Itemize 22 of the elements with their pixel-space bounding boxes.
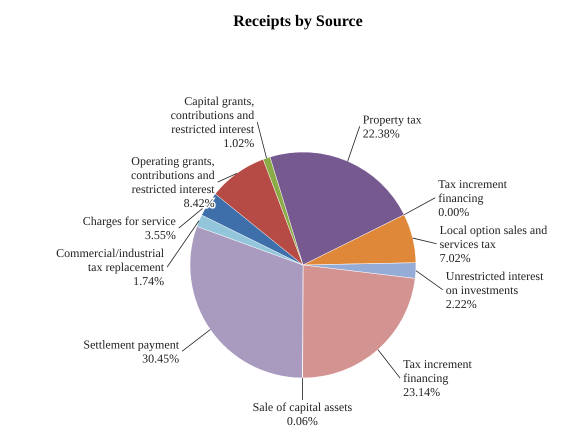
- data-label: 1.74%: [133, 274, 164, 288]
- text: 0.00%: [438, 204, 470, 219]
- data-label: 2.22%: [446, 296, 477, 311]
- category-label: Tax increment financing: [438, 176, 508, 205]
- data-label: 3.55%: [144, 228, 176, 242]
- slice-label: Property tax: [362, 112, 422, 126]
- data-label: 23.14%: [403, 385, 440, 400]
- data-label: 30.45%: [142, 351, 180, 366]
- slice-label: Local option sales and services tax: [440, 222, 548, 251]
- slice-label: Settlement payment: [83, 337, 180, 352]
- slice-label: Operating grants, contributions and restricted interest: [130, 154, 216, 196]
- data-label: 22.38%: [362, 126, 400, 140]
- slice-label: Sale of capital assets: [252, 400, 353, 414]
- slice-label: Tax increment financing: [403, 357, 473, 386]
- chart-title: Receipts by Source: [233, 13, 363, 30]
- data-label: 0.06%: [286, 414, 318, 428]
- data-label: 1.02%: [223, 136, 254, 150]
- data-label: 7.02%: [440, 250, 471, 265]
- slice-label: Commercial/industrial tax replacement: [56, 246, 165, 274]
- slice-label: Capital grants, contributions and restricted interest: [170, 94, 255, 136]
- slice-label: Unrestricted interest on investments: [446, 268, 544, 297]
- slice-label: Charges for service: [82, 214, 176, 228]
